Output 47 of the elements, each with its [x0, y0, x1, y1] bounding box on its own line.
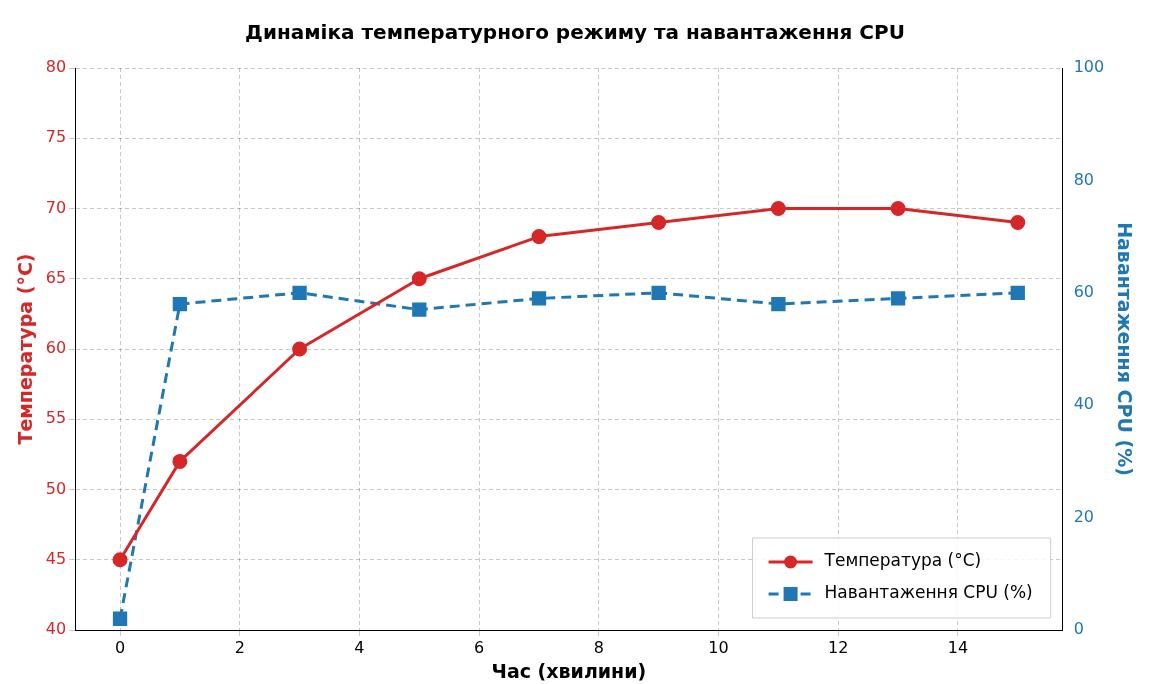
point — [172, 453, 188, 469]
point — [531, 291, 547, 306]
x-tick-label: 0 — [114, 637, 126, 657]
y2-axis-title: Навантаження CPU (%) — [1113, 222, 1136, 476]
point — [651, 285, 666, 300]
x-tick-label: 14 — [947, 637, 969, 657]
point — [292, 341, 308, 357]
point — [531, 229, 547, 245]
point — [1010, 285, 1025, 300]
point — [651, 215, 667, 231]
y-tick-label: 60 — [45, 338, 67, 358]
point — [112, 611, 128, 626]
x-tick-label: 8 — [593, 637, 604, 657]
x-tick-label: 4 — [354, 637, 365, 657]
x-tick-label: 6 — [474, 637, 485, 657]
x-tick-label: 10 — [708, 637, 729, 657]
y-tick-label: 40 — [45, 619, 67, 639]
y2-tick-label: 0 — [1073, 619, 1084, 639]
point — [411, 271, 427, 287]
point — [412, 302, 427, 317]
x-tick-label: 2 — [234, 637, 245, 657]
point — [890, 291, 906, 306]
y-tick-label: 75 — [45, 127, 67, 147]
legend-label: Температура (°C) — [823, 550, 982, 571]
y-tick-label: 80 — [45, 57, 67, 77]
legend-label: Навантаження CPU (%) — [824, 582, 1033, 603]
point — [770, 201, 786, 216]
chart-title: Динаміка температурного режиму та навантаження CPU — [245, 20, 905, 45]
x-tick-label: 12 — [828, 637, 849, 657]
y-tick-label: 50 — [45, 478, 67, 498]
point — [292, 285, 307, 300]
y2-tick-label: 20 — [1073, 506, 1095, 526]
y2-tick-label: 40 — [1073, 394, 1095, 414]
y-axis-title: Температура (°C) — [14, 253, 37, 445]
point — [112, 552, 128, 568]
y2-tick-label: 80 — [1073, 169, 1095, 189]
point — [771, 296, 786, 312]
point — [172, 296, 188, 312]
y2-tick-label: 60 — [1073, 281, 1095, 301]
y-tick-label: 70 — [45, 197, 67, 217]
y-tick-label: 45 — [45, 548, 67, 568]
y-tick-label: 65 — [45, 267, 67, 287]
point — [890, 201, 906, 216]
x-axis-title: Час (хвилини) — [491, 659, 647, 682]
y2-tick-label: 100 — [1073, 57, 1105, 77]
y-tick-label: 55 — [45, 408, 67, 428]
point — [1010, 215, 1026, 231]
